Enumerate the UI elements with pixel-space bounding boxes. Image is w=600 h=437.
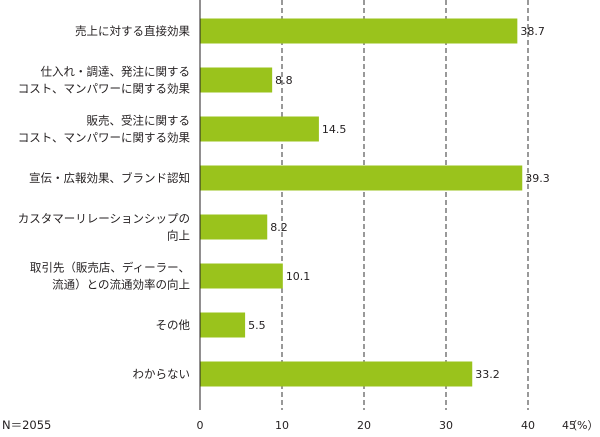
category-label-5-line-1: 流通）との流通効率の向上 bbox=[52, 278, 190, 292]
category-label-4-line-0: カスタマーリレーションシップの bbox=[18, 212, 190, 226]
x-tick-label-0: 0 bbox=[197, 419, 204, 432]
value-label-6: 5.5 bbox=[248, 319, 266, 332]
x-tick-label-30: 30 bbox=[439, 419, 453, 432]
sample-size-note: N＝2055 bbox=[2, 418, 51, 432]
value-label-7: 33.2 bbox=[475, 368, 500, 381]
category-labels: 売上に対する直接効果仕入れ・調達、発注に関するコスト、マンパワーに関する効果販売… bbox=[18, 24, 191, 381]
x-tick-label-40: 40 bbox=[521, 419, 535, 432]
bar-3 bbox=[200, 165, 523, 191]
category-label-2-line-1: コスト、マンパワーに関する効果 bbox=[18, 131, 191, 145]
value-label-3: 39.3 bbox=[525, 172, 550, 185]
value-labels: 38.7 8.8 14.5 39.3 8.2 10.1 5.5 33.2 bbox=[248, 25, 550, 381]
x-tick-label-45: 45 bbox=[562, 419, 576, 432]
gridlines bbox=[281, 0, 529, 410]
category-label-2-line-0: 販売、受注に関する bbox=[87, 114, 191, 128]
category-label-3: 宣伝・広報効果、ブランド認知 bbox=[29, 171, 190, 185]
bar-2 bbox=[200, 116, 319, 142]
value-label-2: 14.5 bbox=[322, 123, 347, 136]
x-axis-unit: （%） bbox=[566, 419, 598, 432]
x-tick-label-10: 10 bbox=[275, 419, 289, 432]
category-label-4-line-1: 向上 bbox=[167, 229, 190, 243]
x-tick-label-20: 20 bbox=[357, 419, 371, 432]
bar-1 bbox=[200, 67, 273, 93]
bars bbox=[200, 18, 523, 387]
bar-7 bbox=[200, 361, 473, 387]
value-label-0: 38.7 bbox=[520, 25, 545, 38]
bar-4 bbox=[200, 214, 268, 240]
category-label-1-line-1: コスト、マンパワーに関する効果 bbox=[18, 82, 191, 96]
x-tick-labels: 0 10 20 30 40 45 bbox=[197, 419, 577, 432]
category-label-1-line-0: 仕入れ・調達、発注に関する bbox=[41, 65, 191, 79]
bar-5 bbox=[200, 263, 283, 289]
value-label-4: 8.2 bbox=[270, 221, 288, 234]
bar-0 bbox=[200, 18, 518, 44]
bar-6 bbox=[200, 312, 246, 338]
value-label-1: 8.8 bbox=[275, 74, 293, 87]
value-label-5: 10.1 bbox=[286, 270, 311, 283]
category-label-7: わからない bbox=[133, 367, 191, 381]
category-label-6: その他 bbox=[156, 318, 191, 332]
category-label-0: 売上に対する直接効果 bbox=[75, 24, 190, 38]
category-label-5-line-0: 取引先（販売店、ディーラー、 bbox=[30, 261, 190, 275]
